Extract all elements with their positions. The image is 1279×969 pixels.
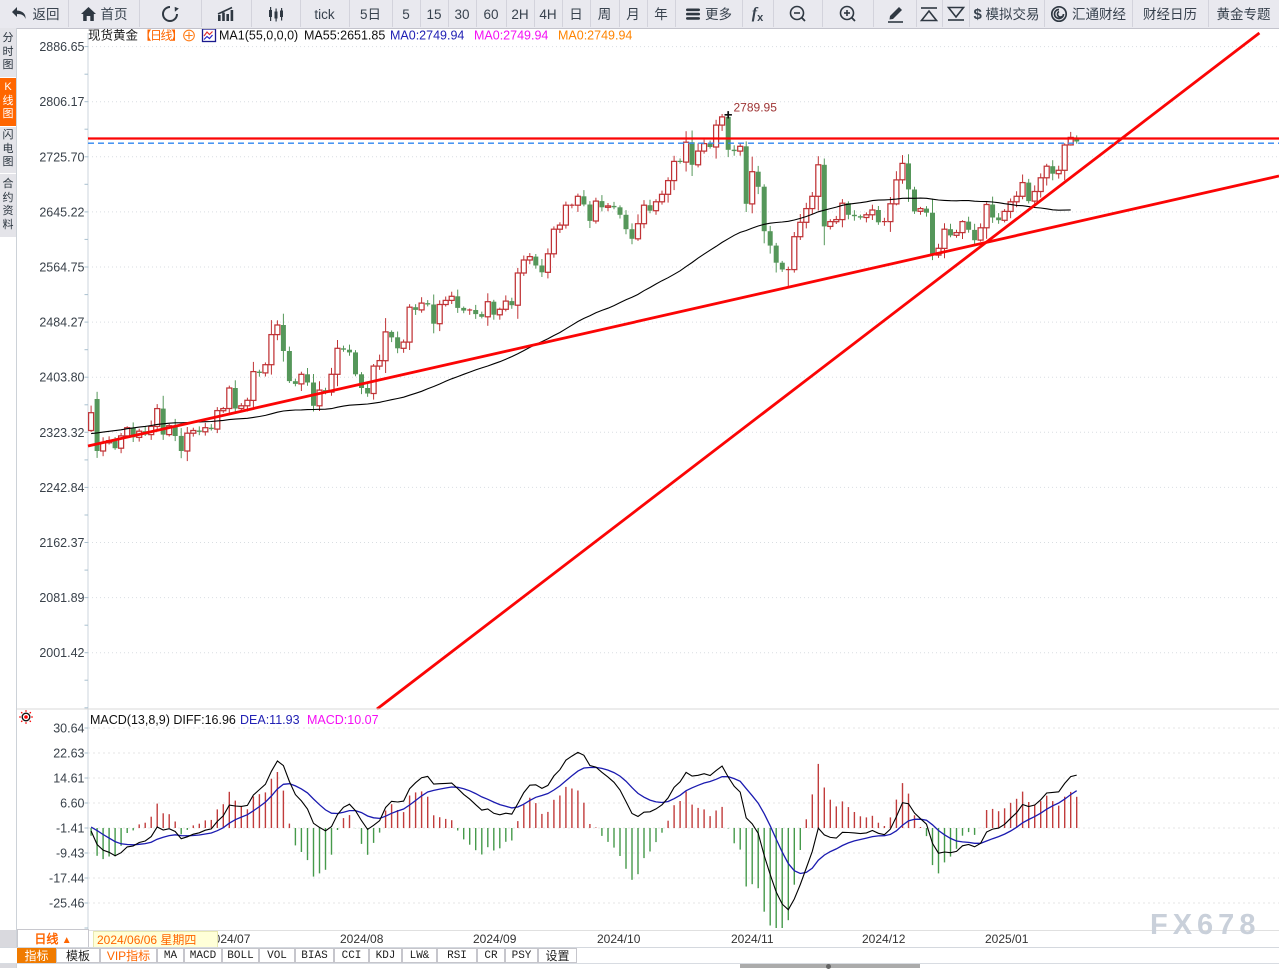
svg-text:2242.84: 2242.84 (39, 481, 84, 495)
svg-text:2323.32: 2323.32 (39, 426, 84, 440)
svg-text:-9.43: -9.43 (56, 847, 85, 861)
svg-text:30.64: 30.64 (53, 722, 84, 736)
svg-text:-1.41: -1.41 (56, 822, 85, 836)
svg-text:2645.22: 2645.22 (39, 205, 84, 219)
svg-text:MA0:2749.94: MA0:2749.94 (558, 29, 632, 43)
svg-text:【日线】: 【日线】 (140, 29, 182, 43)
svg-text:MA0:2749.94: MA0:2749.94 (474, 29, 548, 43)
svg-text:2789.95: 2789.95 (734, 101, 778, 115)
svg-text:14.61: 14.61 (53, 772, 84, 786)
svg-text:-25.46: -25.46 (49, 897, 84, 911)
svg-text:2162.37: 2162.37 (39, 536, 84, 550)
svg-text:2484.27: 2484.27 (39, 316, 84, 330)
svg-text:DEA:11.93: DEA:11.93 (240, 713, 300, 727)
svg-text:2564.75: 2564.75 (39, 261, 84, 275)
svg-text:2725.70: 2725.70 (39, 150, 84, 164)
svg-text:6.60: 6.60 (60, 797, 84, 811)
svg-text:2081.89: 2081.89 (39, 591, 84, 605)
svg-text:MACD(13,8,9) DIFF:16.96: MACD(13,8,9) DIFF:16.96 (90, 713, 236, 727)
svg-text:MA1(55,0,0,0): MA1(55,0,0,0) (219, 29, 298, 43)
svg-text:2886.65: 2886.65 (39, 40, 84, 54)
svg-text:-17.44: -17.44 (49, 872, 84, 886)
svg-text:MA55:2651.85: MA55:2651.85 (304, 29, 385, 43)
svg-text:现货黄金: 现货黄金 (88, 28, 139, 43)
svg-text:2806.17: 2806.17 (39, 95, 84, 109)
svg-text:MACD:10.07: MACD:10.07 (307, 713, 379, 727)
svg-text:2001.42: 2001.42 (39, 646, 84, 660)
svg-text:MA0:2749.94: MA0:2749.94 (390, 29, 464, 43)
svg-text:2403.80: 2403.80 (39, 371, 84, 385)
svg-text:22.63: 22.63 (53, 747, 84, 761)
